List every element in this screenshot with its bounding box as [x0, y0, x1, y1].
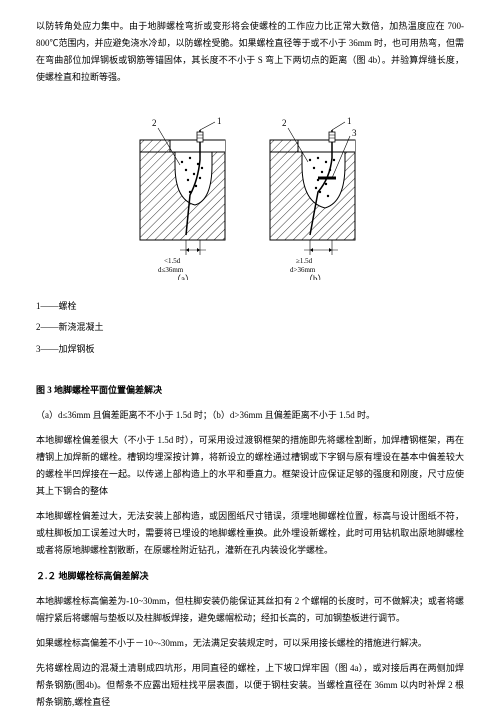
legend-1: 1——螺栓	[36, 298, 464, 315]
method-p2: 本地脚螺栓偏差过大，无法安装上部构造，或因图纸尺寸错误，须埋地脚螺栓位置，标高与…	[36, 508, 464, 559]
intro-paragraph: 以防转角处应力集中。由于地脚螺栓弯折或变形将会使螺栓的工作应力比正常大数倍，加热…	[36, 18, 464, 86]
callout-2-a: 2	[152, 118, 157, 128]
legend-2: 2——新浇混凝土	[36, 319, 464, 336]
legend-3: 3——加焊钢板	[36, 341, 464, 358]
method-p1: 本地脚螺栓偏差很大（不小于 1.5d 时），可采用设过渡钢框架的措施即先将螺栓割…	[36, 432, 464, 500]
callout-3-b: 3	[352, 128, 357, 138]
section2-p3: 先将螺栓周边的混凝土清剔成四坑形，用同直径的螺栓，上下坡口焊牢固（图 4a），或…	[36, 660, 464, 711]
callout-1-b: 1	[347, 116, 352, 126]
figure-caption: 图 3 地脚螺栓平面位置偏差解决	[36, 382, 464, 399]
figure-3: 1 2 <1.5d d≤36mm （a）	[36, 110, 464, 280]
callout-1-a: 1	[217, 116, 222, 126]
dim-b-1: ≥1.5d	[296, 257, 313, 265]
section-2-2-title: ２.２ 地脚螺栓标高偏差解决	[36, 568, 464, 585]
label-b: （b）	[304, 274, 327, 280]
dim-a-1: <1.5d	[164, 257, 181, 265]
method-intro: （a）d≤36mm 且偏差距离不不小于 1.5d 时；（b）d>36mm 且偏差…	[36, 407, 464, 424]
section2-p1: 本地脚螺栓标高偏差为-10~30mm，但柱脚安装仍能保证其丝扣有 2 个螺帽的长…	[36, 593, 464, 627]
callout-2-b: 2	[282, 118, 287, 128]
section2-p2: 如果螺栓标高偏差不小于－10~-30mm，无法满足安装规定时，可以采用接长螺栓的…	[36, 635, 464, 652]
dim-b-2: d>36mm	[290, 266, 316, 274]
label-a: （a）	[172, 274, 194, 280]
dim-a-2: d≤36mm	[158, 266, 184, 274]
